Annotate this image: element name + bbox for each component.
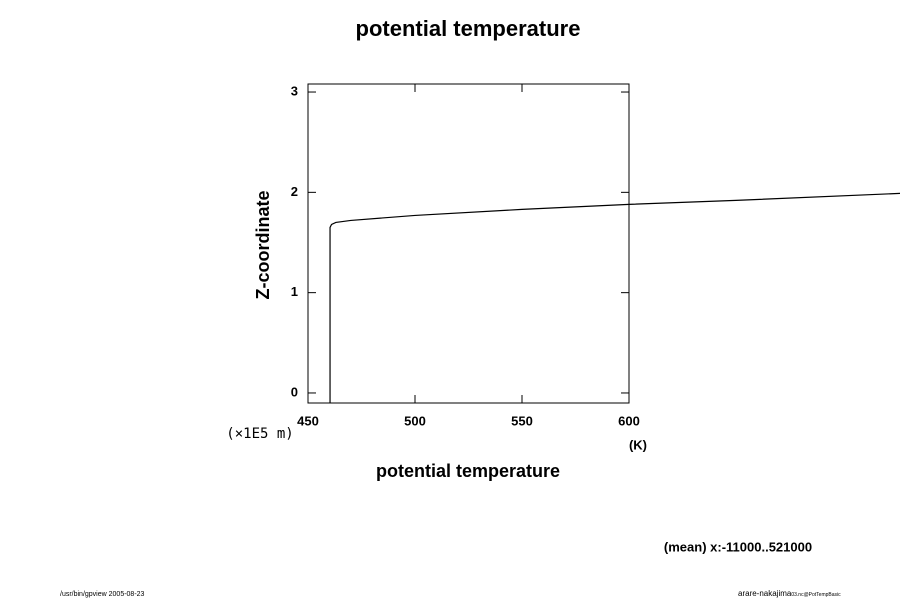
x-axis-label: potential temperature: [376, 461, 560, 481]
x-tick-label: 600: [618, 413, 640, 428]
x-tick-label: 550: [511, 413, 533, 428]
y-unit: (×1E5 m): [226, 426, 293, 442]
y-tick-label: 3: [291, 83, 298, 98]
x-tick-label: 450: [297, 413, 319, 428]
data-line: [329, 192, 900, 403]
y-tick-label: 1: [291, 284, 298, 299]
footer-right-main: arare-nakajima: [738, 589, 792, 598]
y-tick-label: 2: [291, 184, 298, 199]
x-tick-label: 500: [404, 413, 426, 428]
footer-right: arare-nakajima03.nc@PotTempBasic: [738, 589, 841, 598]
y-axis-label: Z-coordinate: [253, 190, 273, 299]
chart-title: potential temperature: [356, 16, 581, 41]
x-unit: (K): [629, 437, 647, 452]
y-tick-label: 0: [291, 384, 298, 399]
footer-right-sub: 03.nc@PotTempBasic: [791, 592, 841, 598]
note: (mean) x:-11000..521000: [664, 539, 812, 554]
plot-frame: [307, 83, 630, 404]
footer-left: /usr/bin/gpview 2005-08-23: [60, 591, 145, 598]
